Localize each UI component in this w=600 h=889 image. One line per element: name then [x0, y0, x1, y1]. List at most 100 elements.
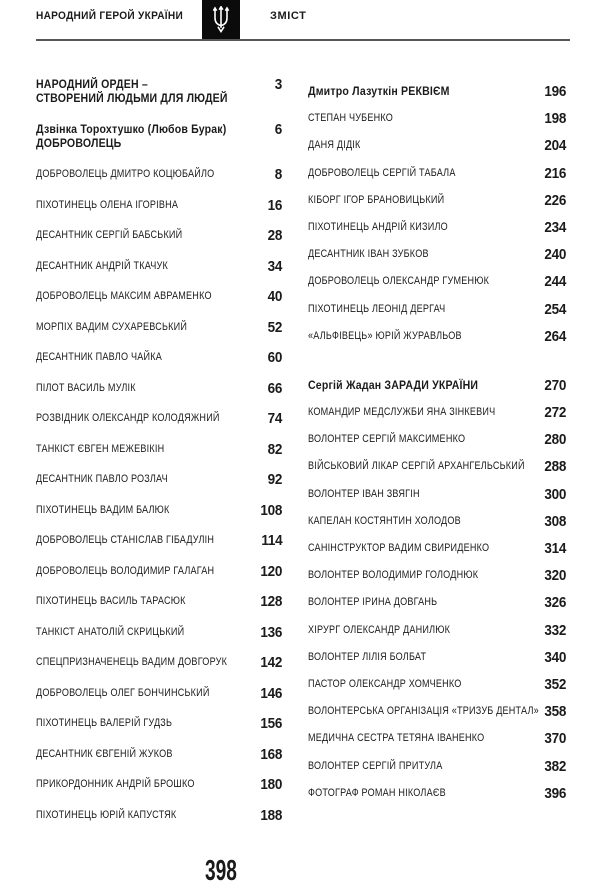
toc-entry: ВОЛОНТЕР ІВАН ЗВЯГІН 300 — [308, 486, 566, 515]
toc-entry: ПІХОТИНЕЦЬ ЛЕОНІД ДЕРГАЧ 254 — [308, 301, 566, 330]
toc-entry-page-number: 8 — [274, 166, 283, 183]
toc-entry-page-number: 358 — [544, 703, 566, 721]
toc-entry: РОЗВІДНИК ОЛЕКСАНДР КОЛОДЯЖНИЙ 74 — [36, 410, 282, 443]
toc-entry: ДОБРОВОЛЕЦЬ СЕРГІЙ ТАБАЛА 216 — [308, 165, 566, 194]
toc-entry-label: ПІХОТИНЕЦЬ ВАДИМ БАЛЮК — [36, 503, 170, 516]
toc-entry: МЕДИЧНА СЕСТРА ТЕТЯНА ІВАНЕНКО 370 — [308, 730, 566, 759]
toc-entry: ДОБРОВОЛЕЦЬ ВОЛОДИМИР ГАЛАГАН 120 — [36, 562, 282, 596]
toc-entry-page-number: 92 — [267, 471, 283, 488]
toc-entry-label: ВОЛОНТЕР СЕРГІЙ МАКСИМЕНКО — [308, 433, 466, 446]
toc-section-label: НАРОДНИЙ ОРДЕН – СТВОРЕНИЙ ЛЮДЬМИ ДЛЯ ЛЮ… — [36, 77, 228, 105]
toc-section-heading: Сергій Жадан ЗАРАДИ УКРАЇНИ 270 — [308, 376, 566, 406]
toc-entry-label: ДОБРОВОЛЕЦЬ ОЛЕГ БОНЧИНСЬКИЙ — [36, 686, 210, 699]
toc-entry-page-number: 370 — [544, 730, 566, 748]
toc-section-page-number: 6 — [274, 121, 283, 138]
toc-entry: ТАНКІСТ ЄВГЕН МЕЖЕВІКІН 82 — [36, 440, 283, 474]
toc-entry: КАПЕЛАН КОСТЯНТИН ХОЛОДОВ 308 — [308, 512, 566, 542]
toc-entry-page-number: 82 — [267, 440, 283, 458]
toc-entry: ПІХОТИНЕЦЬ АНДРІЙ КИЗИЛО 234 — [308, 218, 566, 248]
toc-entry: ДЕСАНТНИК ІВАН ЗУБКОВ 240 — [308, 246, 566, 275]
toc-entry-label: КАПЕЛАН КОСТЯНТИН ХОЛОДОВ — [308, 514, 461, 527]
toc-section-page-number: 3 — [274, 76, 283, 93]
toc-entry-page-number: 396 — [544, 784, 566, 802]
toc-entry-page-number: 28 — [267, 227, 283, 244]
toc-entry-label: ПІХОТИНЕЦЬ ВАЛЕРІЙ ГУДЗЬ — [36, 717, 173, 729]
toc-entry-page-number: 34 — [267, 257, 283, 275]
toc-entry-label: ФОТОГРАФ РОМАН НІКОЛАЄВ — [308, 786, 446, 799]
toc-section-label: Дзвінка Торохтушко (Любов Бурак) ДОБРОВО… — [36, 122, 226, 150]
toc-entry: ПІХОТИНЕЦЬ ОЛЕНА ІГОРІВНА 16 — [36, 196, 283, 230]
toc-entry-label: ДОБРОВОЛЕЦЬ ВОЛОДИМИР ГАЛАГАН — [36, 564, 215, 577]
toc-entry: ДОБРОВОЛЕЦЬ ОЛЕКСАНДР ГУМЕНЮК 244 — [308, 273, 566, 302]
toc-entry-page-number: 142 — [260, 654, 282, 671]
toc-column-left: НАРОДНИЙ ОРДЕН – СТВОРЕНИЙ ЛЮДЬМИ ДЛЯ ЛЮ… — [36, 76, 282, 839]
toc-entry-page-number: 272 — [544, 404, 566, 422]
toc-entry-page-number: 198 — [544, 110, 566, 128]
toc-entry: ДОБРОВОЛЕЦЬ МАКСИМ АВРАМЕНКО 40 — [36, 288, 282, 321]
toc-entry: САНІНСТРУКТОР ВАДИМ СВИРИДЕНКО 314 — [308, 540, 566, 569]
toc-section-line1: Дмитро Лазуткін РЕКВІЄМ — [308, 84, 450, 98]
toc-entry-label: ПРИКОРДОННИК АНДРІЙ БРОШКО — [36, 778, 195, 790]
toc-section-label: Сергій Жадан ЗАРАДИ УКРАЇНИ — [308, 377, 479, 393]
toc-entry-label: ВОЛОНТЕР ВОЛОДИМИР ГОЛОДНЮК — [308, 569, 479, 582]
toc-entry-label: ПІХОТИНЕЦЬ ВАСИЛЬ ТАРАСЮК — [36, 595, 186, 607]
toc-entry-label: ТАНКІСТ АНАТОЛІЙ СКРИЦЬКИЙ — [36, 625, 185, 638]
toc-entry-page-number: 308 — [544, 512, 566, 530]
toc-entry-page-number: 180 — [260, 776, 282, 793]
toc-section-line2: ДОБРОВОЛЕЦЬ — [36, 135, 122, 150]
toc-entry: ДЕСАНТНИК ПАВЛО РОЗЛАЧ 92 — [36, 471, 283, 504]
toc-entry-page-number: 66 — [267, 379, 283, 397]
toc-entry: ВОЛОНТЕРСЬКА ОРГАНІЗАЦІЯ «ТРИЗУБ ДЕНТАЛ»… — [308, 703, 566, 732]
toc-entry: ДАНЯ ДІДІК 204 — [308, 137, 566, 166]
toc-entry: ПАСТОР ОЛЕКСАНДР ХОМЧЕНКО 352 — [308, 675, 566, 705]
toc-section-line1: Сергій Жадан ЗАРАДИ УКРАЇНИ — [308, 377, 479, 392]
toc-section-page-number: 270 — [544, 376, 566, 394]
toc-entry: ПІХОТИНЕЦЬ ВАСИЛЬ ТАРАСЮК 128 — [36, 593, 282, 626]
toc-columns: НАРОДНИЙ ОРДЕН – СТВОРЕНИЙ ЛЮДЬМИ ДЛЯ ЛЮ… — [36, 76, 566, 839]
toc-entry: КОМАНДИР МЕДСЛУЖБИ ЯНА ЗІНКЕВИЧ 272 — [308, 404, 566, 433]
toc-entry-page-number: 226 — [544, 191, 566, 209]
toc-entry-page-number: 332 — [544, 621, 566, 639]
toc-entry-label: «АЛЬФІВЕЦЬ» ЮРІЙ ЖУРАВЛЬОВ — [308, 329, 462, 342]
toc-entry: ПІХОТИНЕЦЬ ВАЛЕРІЙ ГУДЗЬ 156 — [36, 715, 282, 748]
toc-entry: ПІХОТИНЕЦЬ ЮРІЙ КАПУСТЯК 188 — [36, 807, 282, 840]
toc-entry: ДОБРОВОЛЕЦЬ ОЛЕГ БОНЧИНСЬКИЙ 146 — [36, 685, 282, 718]
toc-entry-label: ДОБРОВОЛЕЦЬ МАКСИМ АВРАМЕНКО — [36, 290, 212, 302]
toc-section-heading: Дзвінка Торохтушко (Любов Бурак) ДОБРОВО… — [36, 121, 283, 151]
toc-entry-page-number: 264 — [544, 327, 566, 345]
toc-entry-label: ДАНЯ ДІДІК — [308, 139, 361, 152]
toc-entry-label: ПІХОТИНЕЦЬ ОЛЕНА ІГОРІВНА — [36, 198, 179, 211]
toc-entry-label: ДОБРОВОЛЕЦЬ ОЛЕКСАНДР ГУМЕНЮК — [308, 275, 490, 288]
toc-entry-page-number: 382 — [544, 757, 566, 775]
toc-entry-label: САНІНСТРУКТОР ВАДИМ СВИРИДЕНКО — [308, 542, 490, 554]
toc-entry: ВОЛОНТЕР СЕРГІЙ МАКСИМЕНКО 280 — [308, 431, 566, 460]
toc-entry-page-number: 52 — [267, 318, 283, 336]
toc-entry: ТАНКІСТ АНАТОЛІЙ СКРИЦЬКИЙ 136 — [36, 623, 282, 657]
toc-entry-page-number: 136 — [260, 623, 282, 641]
toc-entry: ПІХОТИНЕЦЬ ВАДИМ БАЛЮК 108 — [36, 502, 282, 535]
toc-entry-label: ДОБРОВОЛЕЦЬ СТАНІСЛАВ ГІБАДУЛІН — [36, 534, 215, 546]
toc-entry-label: РОЗВІДНИК ОЛЕКСАНДР КОЛОДЯЖНИЙ — [36, 412, 220, 424]
toc-entry: ДОБРОВОЛЕЦЬ ДМИТРО КОЦЮБАЙЛО 8 — [36, 166, 283, 199]
toc-entry-label: КІБОРГ ІГОР БРАНОВИЦЬКИЙ — [308, 193, 445, 206]
toc-entry-page-number: 352 — [544, 675, 566, 693]
toc-entry: ХІРУРГ ОЛЕКСАНДР ДАНИЛЮК 332 — [308, 621, 566, 651]
toc-entry-label: ВІЙСЬКОВИЙ ЛІКАР СЕРГІЙ АРХАНГЕЛЬСЬКИЙ — [308, 460, 525, 473]
toc-entry-page-number: 120 — [260, 562, 282, 580]
toc-entry: СТЕПАН ЧУБЕНКО 198 — [308, 110, 566, 139]
toc-entry-label: ПІЛОТ ВАСИЛЬ МУЛІК — [36, 381, 136, 394]
toc-entry-label: ДЕСАНТНИК ЄВГЕНІЙ ЖУКОВ — [36, 747, 173, 760]
toc-entry-label: ДЕСАНТНИК ПАВЛО РОЗЛАЧ — [36, 473, 168, 485]
toc-entry: МОРПІХ ВАДИМ СУХАРЕВСЬКИЙ 52 — [36, 318, 283, 352]
toc-entry-page-number: 156 — [260, 715, 282, 732]
toc-entry: КІБОРГ ІГОР БРАНОВИЦЬКИЙ 226 — [308, 191, 566, 221]
toc-column-right: Дмитро Лазуткін РЕКВІЄМ 196 СТЕПАН ЧУБЕН… — [308, 76, 566, 839]
toc-entry-page-number: 320 — [544, 567, 566, 585]
toc-entry-page-number: 168 — [260, 745, 282, 763]
toc-entry-label: ПІХОТИНЕЦЬ ЛЕОНІД ДЕРГАЧ — [308, 302, 446, 315]
toc-entry-page-number: 16 — [267, 196, 283, 214]
toc-entry-page-number: 128 — [260, 593, 282, 610]
toc-entry-label: ДЕСАНТНИК ПАВЛО ЧАЙКА — [36, 351, 162, 363]
toc-entry-page-number: 234 — [544, 218, 566, 236]
toc-entry-label: ПАСТОР ОЛЕКСАНДР ХОМЧЕНКО — [308, 677, 462, 690]
